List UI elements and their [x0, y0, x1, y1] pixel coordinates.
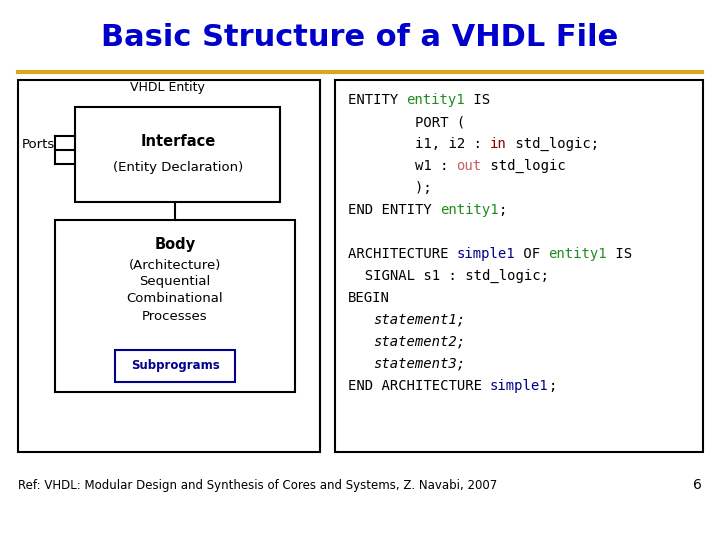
Text: ;: ; — [498, 203, 507, 217]
Text: 6: 6 — [693, 478, 702, 492]
Text: entity1: entity1 — [440, 203, 498, 217]
Text: simple1: simple1 — [456, 247, 516, 261]
Text: Subprograms: Subprograms — [130, 360, 220, 373]
Text: std_logic;: std_logic; — [507, 137, 599, 151]
Text: Combinational: Combinational — [127, 293, 223, 306]
Text: Interface: Interface — [140, 134, 215, 150]
Text: Ports: Ports — [22, 138, 55, 152]
Text: (Architecture): (Architecture) — [129, 259, 221, 272]
Text: out: out — [456, 159, 482, 173]
FancyBboxPatch shape — [55, 220, 295, 392]
Text: ;: ; — [549, 379, 557, 393]
Text: BEGIN: BEGIN — [348, 291, 390, 305]
Text: statement2;: statement2; — [373, 335, 465, 349]
Text: in: in — [490, 137, 507, 151]
Text: PORT (: PORT ( — [348, 115, 465, 129]
Text: OF: OF — [515, 247, 549, 261]
Text: VHDL Entity: VHDL Entity — [130, 80, 205, 93]
Text: Body: Body — [154, 238, 196, 253]
FancyBboxPatch shape — [115, 350, 235, 382]
Text: entity1: entity1 — [549, 247, 607, 261]
Text: statement1;: statement1; — [373, 313, 465, 327]
Text: END ENTITY: END ENTITY — [348, 203, 440, 217]
Text: simple1: simple1 — [490, 379, 549, 393]
Text: ARCHITECTURE: ARCHITECTURE — [348, 247, 457, 261]
Text: Processes: Processes — [142, 309, 208, 322]
Text: i1, i2 :: i1, i2 : — [348, 137, 490, 151]
Text: std_logic: std_logic — [482, 159, 565, 173]
Text: w1 :: w1 : — [348, 159, 457, 173]
Text: SIGNAL s1 : std_logic;: SIGNAL s1 : std_logic; — [348, 269, 549, 283]
Text: ENTITY: ENTITY — [348, 93, 407, 107]
Text: entity1: entity1 — [407, 93, 465, 107]
FancyBboxPatch shape — [75, 107, 280, 202]
Text: IS: IS — [607, 247, 632, 261]
Text: Ref: VHDL: Modular Design and Synthesis of Cores and Systems, Z. Navabi, 2007: Ref: VHDL: Modular Design and Synthesis … — [18, 478, 498, 491]
Text: IS: IS — [465, 93, 490, 107]
Text: Sequential: Sequential — [140, 275, 211, 288]
FancyBboxPatch shape — [18, 80, 320, 452]
Text: Basic Structure of a VHDL File: Basic Structure of a VHDL File — [102, 24, 618, 52]
Text: );: ); — [348, 181, 432, 195]
Text: (Entity Declaration): (Entity Declaration) — [113, 160, 243, 173]
Text: END ARCHITECTURE: END ARCHITECTURE — [348, 379, 490, 393]
Text: statement3;: statement3; — [373, 357, 465, 371]
FancyBboxPatch shape — [335, 80, 703, 452]
